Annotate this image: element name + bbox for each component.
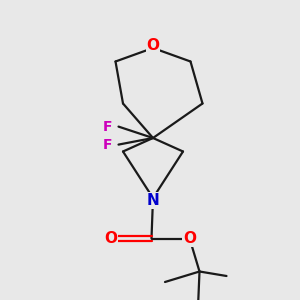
Text: F: F — [103, 120, 113, 134]
Text: F: F — [103, 138, 113, 152]
Text: O: O — [104, 231, 117, 246]
Text: O: O — [183, 231, 196, 246]
Text: N: N — [147, 193, 159, 208]
Text: O: O — [146, 38, 160, 53]
